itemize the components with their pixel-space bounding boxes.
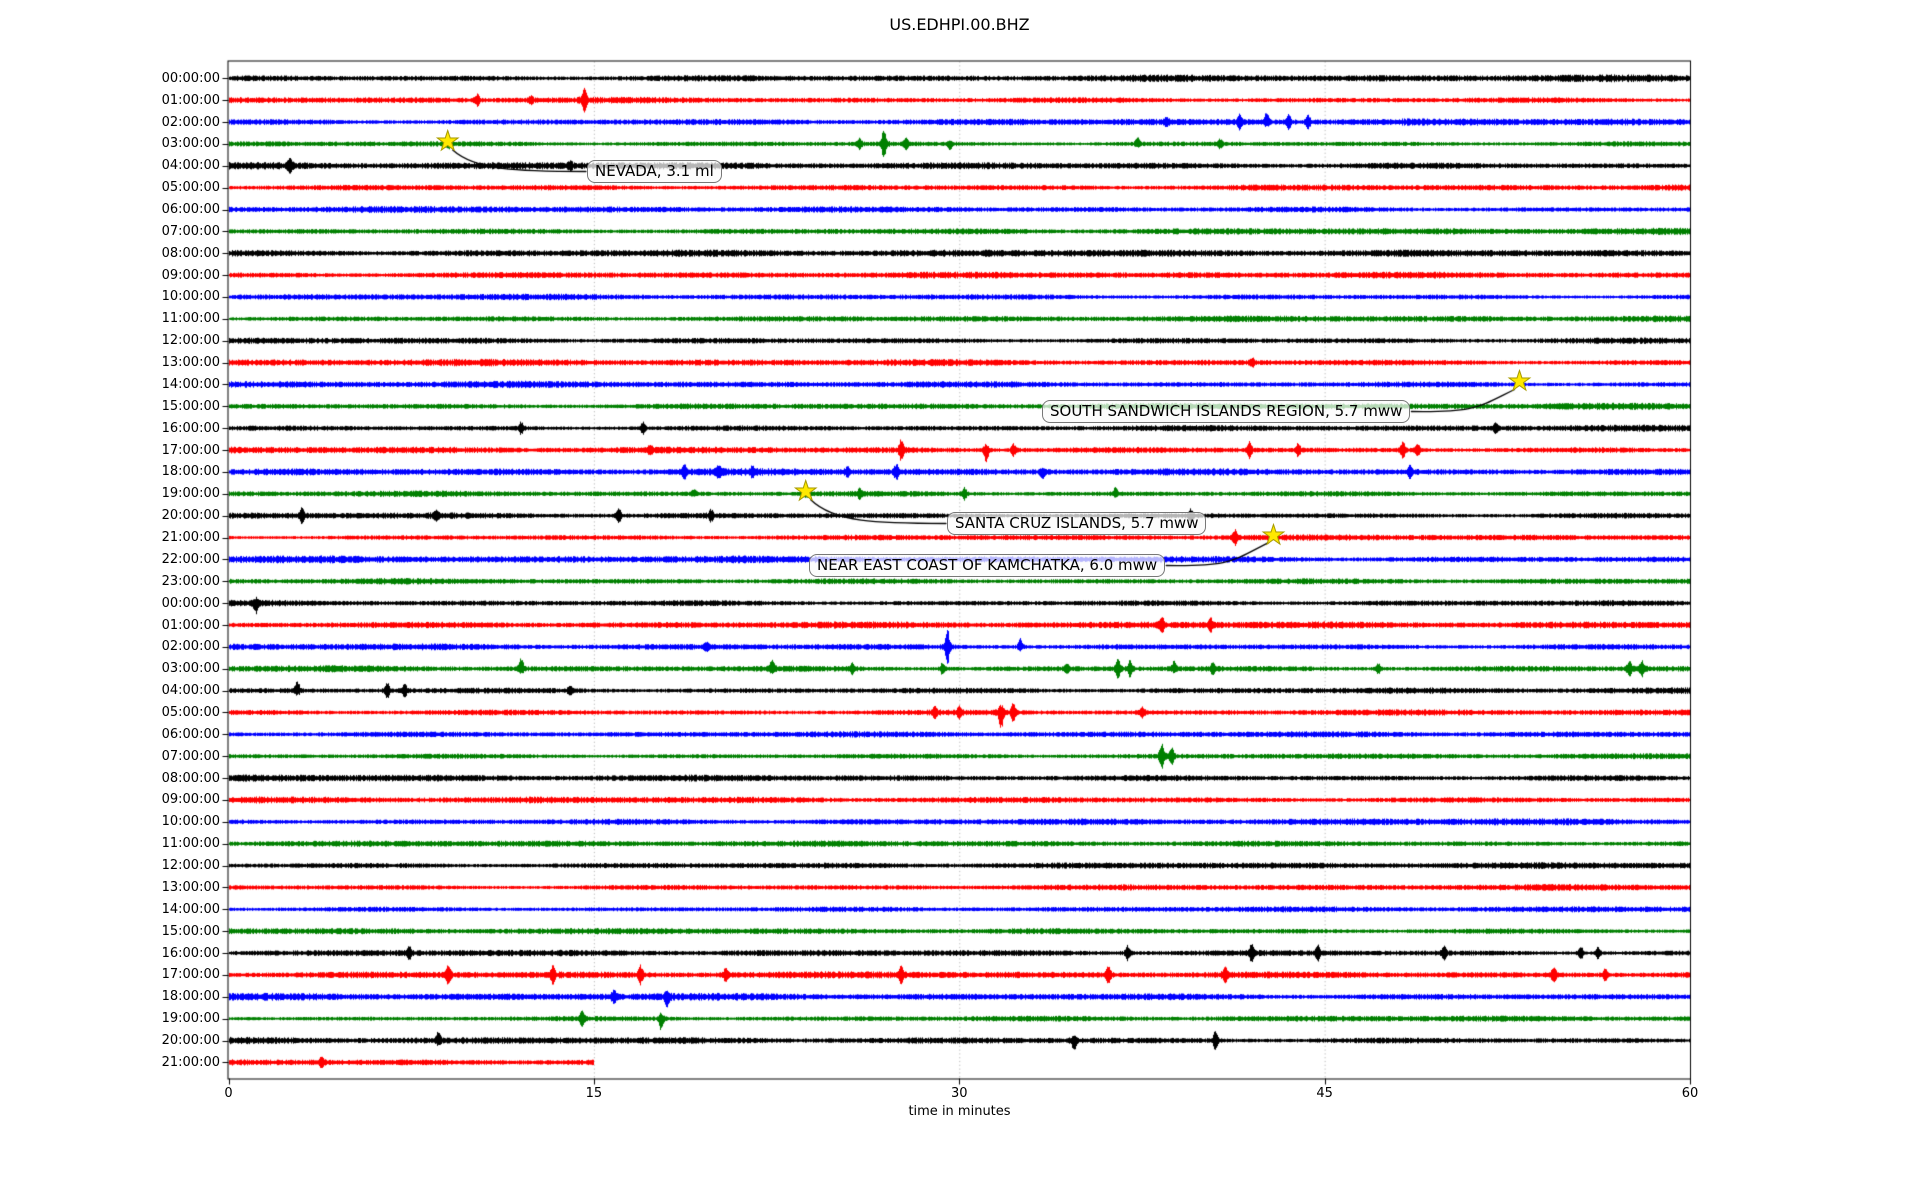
- y-tick-label: 01:00:00: [161, 617, 220, 633]
- y-tick-label: 14:00:00: [161, 376, 220, 392]
- y-tick-label: 05:00:00: [161, 180, 220, 196]
- y-tick-label: 11:00:00: [161, 836, 220, 852]
- y-tick-label: 10:00:00: [161, 289, 220, 305]
- y-tick-label: 08:00:00: [161, 770, 220, 786]
- y-tick-label: 23:00:00: [161, 573, 220, 589]
- y-tick-label: 19:00:00: [161, 486, 220, 502]
- y-tick-label: 17:00:00: [161, 967, 220, 983]
- event-star-icon: ★: [793, 475, 818, 507]
- event-star-icon: ★: [435, 125, 460, 157]
- y-tick-label: 09:00:00: [161, 792, 220, 808]
- y-tick-label: 06:00:00: [161, 202, 220, 217]
- event-label-box: NEAR EAST COAST OF KAMCHATKA, 6.0 mww: [809, 554, 1166, 577]
- x-tick-label: 30: [950, 1086, 968, 1101]
- y-tick-label: 20:00:00: [161, 1033, 220, 1049]
- y-tick-label: 21:00:00: [161, 530, 220, 546]
- y-tick-label: 13:00:00: [161, 355, 220, 371]
- x-tick-label: 15: [585, 1086, 603, 1101]
- y-tick-label: 16:00:00: [161, 420, 220, 436]
- y-tick-label: 06:00:00: [161, 726, 220, 742]
- y-tick-label: 00:00:00: [161, 70, 220, 86]
- x-axis-label: time in minutes: [908, 1104, 1011, 1119]
- y-tick-label: 15:00:00: [161, 398, 220, 414]
- y-tick-label: 08:00:00: [161, 245, 220, 261]
- y-tick-label: 05:00:00: [161, 704, 220, 720]
- y-tick-label: 13:00:00: [161, 879, 220, 895]
- event-label-box: NEVADA, 3.1 ml: [587, 160, 722, 183]
- y-tick-label: 20:00:00: [161, 508, 220, 524]
- y-tick-label: 18:00:00: [161, 989, 220, 1005]
- y-tick-label: 11:00:00: [161, 311, 220, 327]
- y-tick-label: 07:00:00: [161, 748, 220, 764]
- y-tick-label: 01:00:00: [161, 92, 220, 108]
- x-tick-label: 0: [224, 1086, 233, 1101]
- event-label-box: SANTA CRUZ ISLANDS, 5.7 mww: [947, 512, 1207, 535]
- y-tick-label: 02:00:00: [161, 114, 220, 130]
- y-tick-label: 03:00:00: [161, 136, 220, 152]
- y-tick-label: 00:00:00: [161, 595, 220, 611]
- y-tick-label: 04:00:00: [161, 158, 220, 174]
- y-tick-label: 15:00:00: [161, 923, 220, 939]
- x-tick-label: 60: [1681, 1086, 1699, 1101]
- x-tick-label: 45: [1316, 1086, 1333, 1101]
- event-label-box: SOUTH SANDWICH ISLANDS REGION, 5.7 mww: [1042, 400, 1411, 423]
- event-star-icon: ★: [1507, 366, 1532, 398]
- y-tick-label: 12:00:00: [161, 858, 220, 874]
- y-tick-label: 09:00:00: [161, 267, 220, 283]
- y-tick-label: 14:00:00: [161, 901, 220, 917]
- y-tick-label: 22:00:00: [161, 551, 220, 567]
- y-tick-label: 19:00:00: [161, 1011, 220, 1027]
- event-star-icon: ★: [1261, 519, 1286, 551]
- y-tick-label: 12:00:00: [161, 333, 220, 349]
- y-tick-label: 18:00:00: [161, 464, 220, 480]
- chart-title: US.EDHPI.00.BHZ: [889, 15, 1030, 34]
- y-tick-label: 02:00:00: [161, 639, 220, 655]
- y-tick-label: 16:00:00: [161, 945, 220, 961]
- y-tick-label: 10:00:00: [161, 814, 220, 830]
- y-tick-label: 17:00:00: [161, 442, 220, 458]
- y-tick-label: 04:00:00: [161, 683, 220, 699]
- y-tick-label: 07:00:00: [161, 223, 220, 239]
- y-tick-label: 03:00:00: [161, 661, 220, 677]
- y-tick-label: 21:00:00: [161, 1054, 220, 1070]
